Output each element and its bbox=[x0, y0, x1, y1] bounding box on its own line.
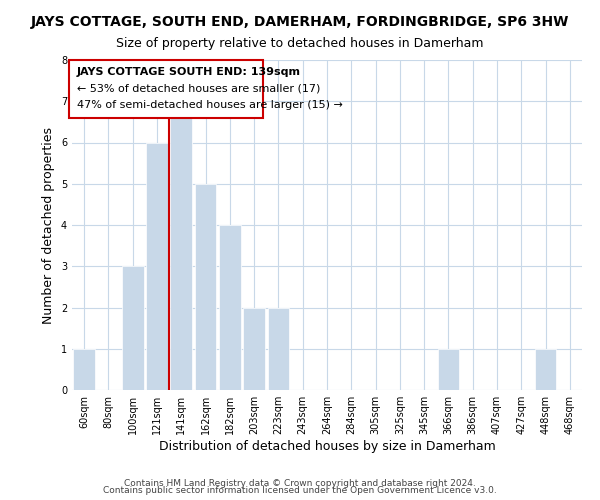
Bar bbox=[268, 308, 289, 390]
Text: JAYS COTTAGE SOUTH END: 139sqm: JAYS COTTAGE SOUTH END: 139sqm bbox=[77, 66, 301, 76]
Bar bbox=[535, 349, 556, 390]
Bar bbox=[73, 349, 95, 390]
Bar bbox=[170, 101, 192, 390]
Text: Contains public sector information licensed under the Open Government Licence v3: Contains public sector information licen… bbox=[103, 486, 497, 495]
Bar bbox=[146, 142, 168, 390]
Bar bbox=[122, 266, 143, 390]
Bar bbox=[437, 349, 460, 390]
Bar bbox=[219, 225, 241, 390]
Y-axis label: Number of detached properties: Number of detached properties bbox=[43, 126, 55, 324]
Bar bbox=[243, 308, 265, 390]
Text: JAYS COTTAGE, SOUTH END, DAMERHAM, FORDINGBRIDGE, SP6 3HW: JAYS COTTAGE, SOUTH END, DAMERHAM, FORDI… bbox=[31, 15, 569, 29]
Text: Contains HM Land Registry data © Crown copyright and database right 2024.: Contains HM Land Registry data © Crown c… bbox=[124, 478, 476, 488]
Bar bbox=[194, 184, 217, 390]
FancyBboxPatch shape bbox=[70, 60, 263, 118]
Text: 47% of semi-detached houses are larger (15) →: 47% of semi-detached houses are larger (… bbox=[77, 100, 343, 110]
Text: ← 53% of detached houses are smaller (17): ← 53% of detached houses are smaller (17… bbox=[77, 83, 320, 93]
X-axis label: Distribution of detached houses by size in Damerham: Distribution of detached houses by size … bbox=[158, 440, 496, 453]
Text: Size of property relative to detached houses in Damerham: Size of property relative to detached ho… bbox=[116, 38, 484, 51]
